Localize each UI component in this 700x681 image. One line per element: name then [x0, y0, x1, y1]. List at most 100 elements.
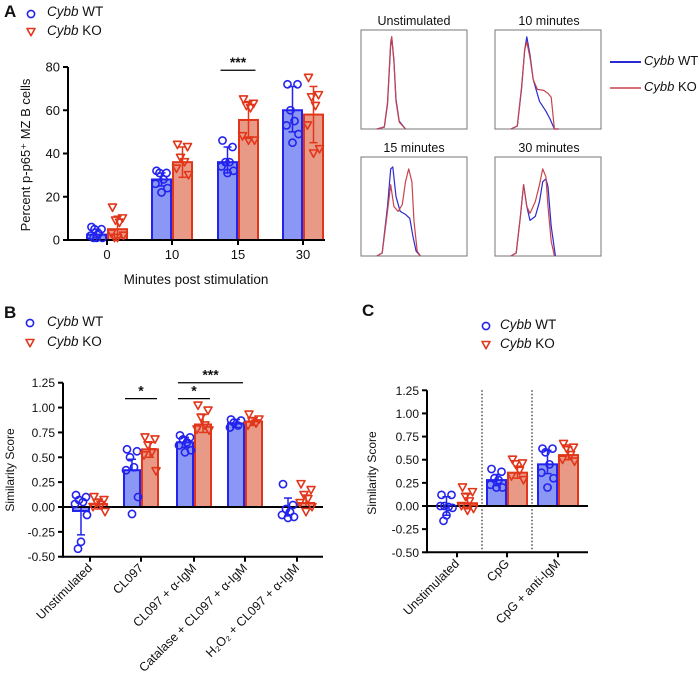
- histogram-1: [494, 29, 602, 130]
- x-tick-label: H₂O₂ + CL097 + α-IgM: [203, 561, 302, 660]
- ko-data-point: [514, 466, 525, 476]
- wt-data-point: [92, 233, 101, 243]
- y-tick-label: -0.25: [28, 525, 56, 539]
- ko-data-point: [238, 95, 249, 105]
- legend-hist-wt: Cybb WT: [644, 53, 698, 68]
- ko-histogram-curve: [510, 168, 555, 257]
- legend-genotype: WT: [82, 314, 104, 329]
- panel-label-b: B: [4, 303, 17, 322]
- wt-data-point: [549, 473, 558, 483]
- ko-data-point: [243, 421, 253, 431]
- wt-data-point: [174, 440, 184, 450]
- wt-data-point: [288, 138, 297, 148]
- ko-histogram-curve: [510, 41, 559, 130]
- wt-bar: [227, 422, 245, 509]
- y-tick-label: 1.00: [32, 401, 56, 415]
- ko-bar: [194, 423, 212, 508]
- x-tick-label: CpG: [484, 557, 512, 585]
- ko-data-point: [569, 457, 580, 467]
- wt-data-point: [537, 468, 546, 478]
- ko-data-point: [110, 216, 121, 226]
- ko-data-point: [244, 410, 254, 420]
- legend-genotype: WT: [82, 4, 104, 19]
- wt-data-point: [70, 499, 80, 509]
- histogram-frame: [494, 29, 602, 130]
- ko-data-point: [295, 498, 305, 508]
- ko-data-point: [196, 413, 206, 423]
- y-tick-label: 60: [46, 103, 60, 118]
- legend-c-ko: Cybb KO: [500, 336, 555, 351]
- x-tick-label: 0: [103, 247, 110, 262]
- ko-data-point: [203, 406, 213, 416]
- legend-genotype: KO: [677, 79, 697, 94]
- y-axis-label: Similarity Score: [365, 431, 379, 515]
- y-tick-label: 40: [46, 146, 60, 161]
- histogram-3: [494, 156, 602, 257]
- ko-data-point: [88, 502, 98, 512]
- histogram-2: [360, 156, 468, 257]
- ko-data-point: [245, 103, 256, 113]
- ko-data-point: [510, 460, 521, 469]
- legend-genotype: WT: [535, 317, 557, 332]
- ko-data-point: [99, 495, 109, 505]
- x-tick-label: Unstimulated: [401, 556, 463, 618]
- y-tick-label: 0.25: [396, 476, 420, 490]
- wt-data-point: [223, 168, 232, 178]
- y-tick-label: 0.75: [396, 430, 420, 444]
- ko-data-point: [193, 401, 203, 411]
- significance-label: *: [138, 383, 144, 399]
- wt-data-point: [82, 510, 92, 520]
- wt-legend-marker-icon: [25, 318, 35, 328]
- wt-data-point: [78, 497, 88, 507]
- panel-label-a: A: [4, 2, 17, 21]
- x-tick-label: 10: [165, 247, 179, 262]
- y-tick-label: -0.25: [392, 523, 420, 537]
- wt-data-point: [217, 162, 226, 171]
- wt-data-point: [282, 120, 291, 130]
- ko-data-point: [183, 170, 194, 180]
- legend-gene: Cybb: [644, 79, 675, 94]
- x-tick-label: CL097: [110, 561, 146, 597]
- legend-gene: Cybb: [500, 317, 532, 332]
- legend-gene: Cybb: [644, 53, 675, 68]
- y-tick-label: -0.50: [28, 550, 56, 564]
- ko-data-point: [506, 472, 517, 481]
- ko-legend-marker-icon: [481, 340, 491, 350]
- ko-data-point: [192, 425, 202, 435]
- wt-histogram-curve: [376, 36, 406, 130]
- ko-data-point: [313, 90, 324, 100]
- y-tick-label: 80: [46, 60, 60, 75]
- ko-data-point: [172, 140, 183, 150]
- wt-data-point: [225, 157, 234, 167]
- significance-label: ***: [202, 367, 219, 383]
- ko-legend-marker-icon: [26, 27, 36, 37]
- wt-data-point: [73, 544, 83, 554]
- wt-data-point: [545, 459, 554, 469]
- legend-gene: Cybb: [47, 334, 79, 349]
- ko-data-point: [179, 157, 190, 167]
- ko-data-point: [558, 439, 569, 449]
- ko-data-point: [100, 507, 110, 517]
- y-axis-label: Similarity Score: [3, 428, 17, 512]
- wt-data-point: [548, 444, 557, 454]
- wt-bar: [123, 469, 141, 508]
- ko-data-point: [303, 494, 313, 504]
- ko-data-point: [468, 504, 479, 514]
- ko-data-point: [200, 421, 210, 431]
- legend-genotype: KO: [82, 23, 102, 38]
- legend-genotype: WT: [677, 53, 699, 68]
- wt-data-point: [89, 233, 98, 243]
- wt-data-point: [436, 501, 445, 511]
- ko-data-point: [251, 419, 261, 429]
- ko-data-point: [457, 483, 468, 493]
- y-axis-label: Percent p-p65⁺ MZ B cells: [18, 78, 33, 231]
- ko-bar: [245, 420, 263, 508]
- wt-data-point: [439, 516, 448, 526]
- ko-data-point: [140, 433, 150, 442]
- y-tick-label: 0.50: [396, 453, 420, 467]
- ko-data-point: [460, 492, 471, 502]
- y-tick-label: 1.00: [396, 407, 420, 421]
- ko-histogram-curve: [376, 168, 421, 257]
- ko-data-point: [139, 450, 149, 460]
